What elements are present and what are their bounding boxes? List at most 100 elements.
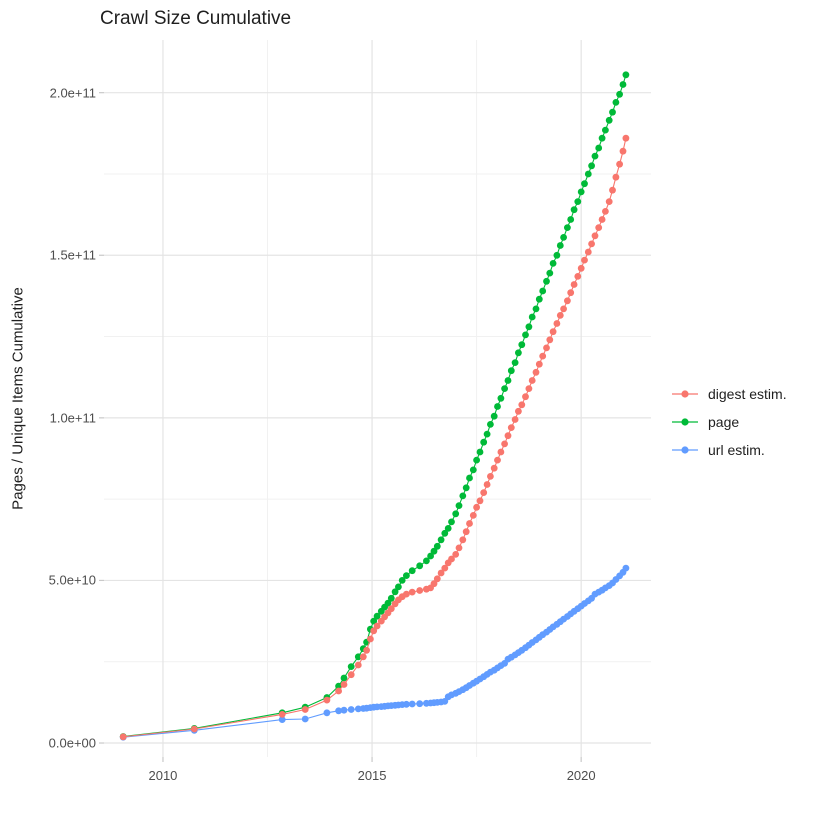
data-point: [581, 180, 588, 188]
data-point: [462, 528, 470, 536]
data-point: [535, 295, 543, 303]
data-point: [494, 403, 501, 410]
data-point: [556, 242, 564, 249]
legend-entry-page[interactable]: page: [672, 408, 787, 436]
data-point: [504, 377, 512, 384]
data-point: [452, 510, 460, 518]
data-point: [543, 277, 550, 285]
data-point: [408, 588, 416, 596]
data-point: [452, 551, 460, 558]
data-point: [581, 256, 588, 264]
data-point: [466, 520, 473, 527]
data-point: [437, 536, 445, 544]
data-point: [487, 421, 494, 428]
data-point: [612, 173, 620, 181]
data-point: [408, 700, 416, 708]
data-point: [473, 456, 480, 464]
data-point: [567, 289, 575, 297]
data-point: [483, 481, 491, 488]
data-point: [448, 518, 455, 526]
data-point: [462, 484, 470, 492]
data-point: [340, 706, 348, 714]
data-point: [490, 412, 498, 420]
data-point: [577, 264, 585, 272]
x-tick-label: 2020: [566, 768, 596, 783]
data-point: [588, 162, 595, 170]
data-point: [459, 492, 467, 500]
data-point: [441, 564, 449, 572]
data-point: [367, 635, 374, 643]
data-point: [340, 674, 348, 682]
data-point: [522, 331, 529, 339]
legend-entry-url[interactable]: url estim.: [672, 436, 787, 464]
data-point: [595, 144, 603, 152]
data-point: [278, 711, 286, 718]
data-point: [591, 152, 599, 160]
data-point: [403, 572, 410, 579]
data-point: [560, 305, 567, 313]
legend-label-page: page: [708, 414, 740, 430]
data-point: [278, 716, 286, 723]
data-point: [619, 147, 627, 155]
y-tick-label: 0.0e+00: [48, 735, 96, 751]
data-point: [605, 198, 613, 206]
data-point: [354, 705, 362, 713]
data-point: [473, 503, 480, 511]
legend-key-url: [672, 446, 698, 454]
data-point: [564, 297, 571, 305]
data-point: [480, 489, 488, 496]
data-point: [556, 312, 564, 319]
data-point: [347, 663, 355, 670]
data-point: [408, 567, 416, 575]
data-point: [497, 448, 505, 456]
data-point: [301, 706, 309, 713]
data-point: [525, 385, 533, 392]
data-point: [323, 709, 331, 717]
legend-entry-digest[interactable]: digest estim.: [672, 380, 787, 408]
data-point: [335, 682, 342, 690]
data-point: [448, 555, 455, 563]
data-point: [539, 352, 547, 360]
data-point: [528, 377, 536, 384]
data-point: [528, 313, 536, 321]
data-point: [466, 474, 473, 482]
data-point: [609, 186, 616, 194]
data-point: [430, 547, 438, 555]
data-point: [387, 605, 395, 613]
data-point: [490, 464, 498, 472]
legend: digest estim. page url estim.: [672, 380, 787, 464]
data-point: [546, 336, 554, 344]
data-point: [423, 557, 430, 565]
data-point: [469, 466, 477, 474]
y-tick-label: 5.0e+10: [48, 572, 96, 588]
data-point: [301, 715, 309, 723]
data-point: [591, 232, 599, 240]
data-point: [518, 341, 526, 349]
data-point: [539, 287, 547, 295]
data-point: [416, 700, 424, 708]
data-point: [395, 583, 402, 591]
data-point: [403, 590, 410, 598]
data-point: [553, 251, 561, 259]
data-point: [487, 473, 494, 480]
data-point: [340, 681, 348, 688]
data-point: [433, 575, 441, 583]
x-tick-label: 2010: [148, 768, 178, 783]
data-point: [511, 416, 519, 423]
data-point: [476, 448, 484, 456]
data-point: [515, 349, 522, 357]
data-point: [359, 653, 367, 661]
series-line: [123, 138, 627, 738]
data-point: [616, 160, 623, 168]
data-point: [622, 71, 630, 79]
data-point: [476, 497, 484, 505]
data-point: [354, 661, 362, 669]
data-point: [549, 328, 557, 336]
data-point: [497, 394, 505, 402]
data-point: [370, 627, 378, 635]
data-point: [469, 512, 477, 519]
data-point: [609, 108, 616, 116]
data-point: [574, 198, 582, 206]
